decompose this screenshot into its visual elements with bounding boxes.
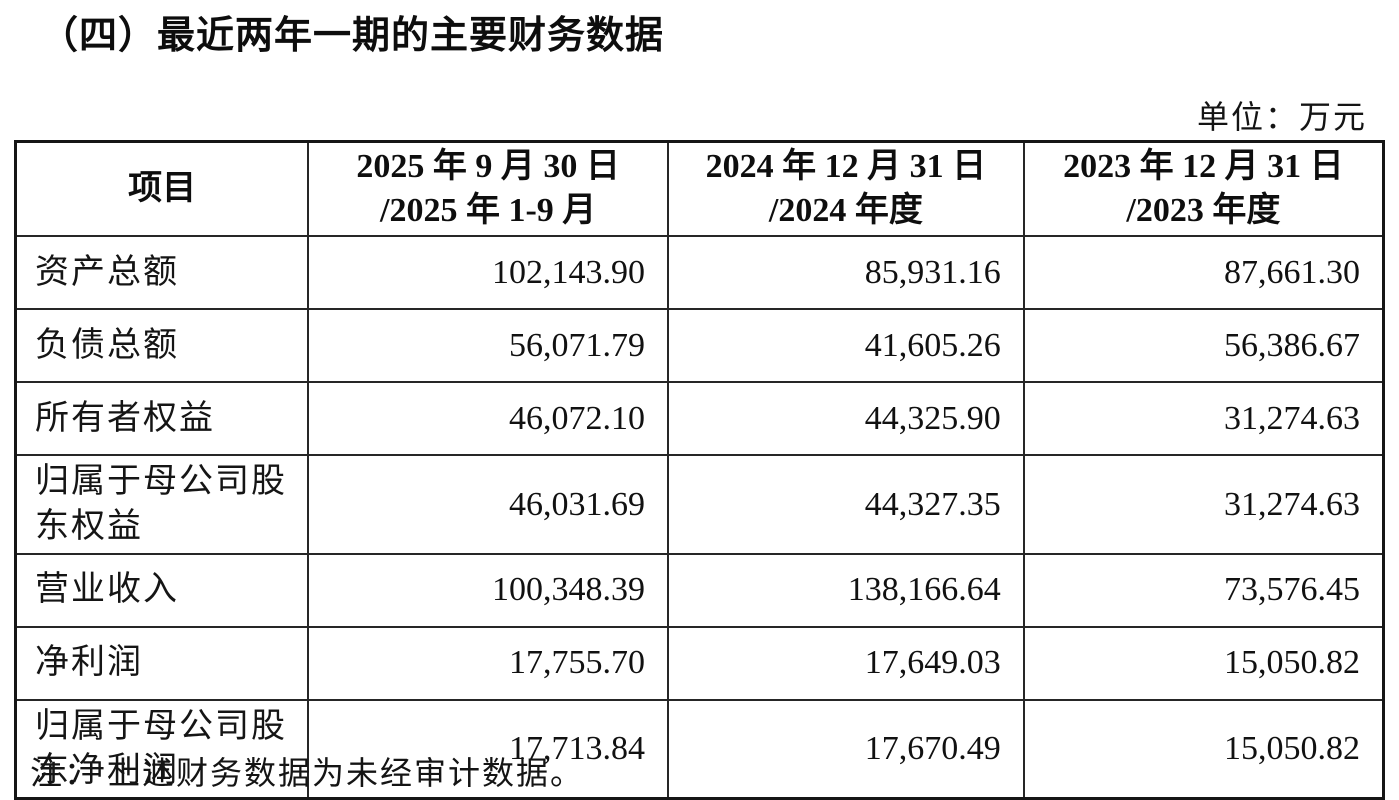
row-label: 净利润 [14,625,310,701]
value-2024: 17,670.49 [667,698,1025,800]
header-period-2025-line2: /2025 年 1-9 月 [380,192,597,230]
header-period-2023-line1: 2023 年 12 月 31 日 [1063,148,1344,185]
table-row-owners-equity: 所有者权益 46,072.10 44,325.90 31,274.63 [14,381,1385,457]
value-2025: 17,755.70 [307,625,670,701]
value-2025: 46,031.69 [307,454,670,555]
table-row-net-profit-parent: 归属于母公司股东净利润 17,713.84 17,670.49 15,050.8… [14,698,1385,800]
header-period-2024: 2024 年 12 月 31 日 /2024 年度 [667,140,1025,238]
value-2023: 15,050.82 [1022,625,1385,701]
section-title: （四）最近两年一期的主要财务数据 [40,15,665,57]
value-2023: 73,576.45 [1022,552,1385,628]
value-2025: 100,348.39 [307,552,670,628]
value-2024: 85,931.16 [667,235,1025,311]
value-2023: 15,050.82 [1022,698,1385,800]
value-2024: 138,166.64 [667,552,1025,628]
table-row-total-liabilities: 负债总额 56,071.79 41,605.26 56,386.67 [14,308,1385,384]
table-row-total-assets: 资产总额 102,143.90 85,931.16 87,661.30 [14,235,1385,311]
financial-data-table: 项目 2025 年 9 月 30 日 /2025 年 1-9 月 2024 年 … [14,140,1385,800]
row-label: 负债总额 [14,308,310,384]
table-row-equity-parent: 归属于母公司股东权益 46,031.69 44,327.35 31,274.63 [14,454,1385,555]
value-2024: 44,325.90 [667,381,1025,457]
header-period-2024-line1: 2024 年 12 月 31 日 [705,148,987,185]
value-2024: 44,327.35 [667,454,1025,555]
value-2025: 102,143.90 [307,235,670,311]
value-2024: 17,649.03 [667,625,1025,701]
row-label: 营业收入 [14,552,310,628]
value-2024: 41,605.26 [667,308,1025,384]
header-period-2025-line1: 2025 年 9 月 30 日 [356,148,620,185]
row-label: 归属于母公司股东权益 [14,454,310,555]
value-2025: 56,071.79 [307,308,670,384]
table-header-row: 项目 2025 年 9 月 30 日 /2025 年 1-9 月 2024 年 … [14,140,1385,238]
value-2025: 46,072.10 [307,381,670,457]
header-item-label: 项目 [128,170,197,208]
table-row-net-profit: 净利润 17,755.70 17,649.03 15,050.82 [14,625,1385,701]
header-period-2024-line2: /2024 年度 [768,192,923,230]
header-period-2023: 2023 年 12 月 31 日 /2023 年度 [1022,140,1385,238]
footnote: 注： 上述财务数据为未经审计数据。 [30,755,585,791]
value-2023: 31,274.63 [1022,454,1385,555]
value-2023: 31,274.63 [1022,381,1385,457]
unit-label: 单位：万元 [1196,99,1367,135]
header-period-2025: 2025 年 9 月 30 日 /2025 年 1-9 月 [307,140,670,238]
header-period-2023-line2: /2023 年度 [1126,192,1281,230]
row-label: 所有者权益 [14,381,310,457]
row-label: 归属于母公司股东净利润 [14,698,310,800]
value-2025: 17,713.84 [307,698,670,800]
header-item-column: 项目 [14,140,310,238]
table-row-operating-revenue: 营业收入 100,348.39 138,166.64 73,576.45 [14,552,1385,628]
value-2023: 87,661.30 [1022,235,1385,311]
value-2023: 56,386.67 [1022,308,1385,384]
row-label: 资产总额 [14,235,310,311]
